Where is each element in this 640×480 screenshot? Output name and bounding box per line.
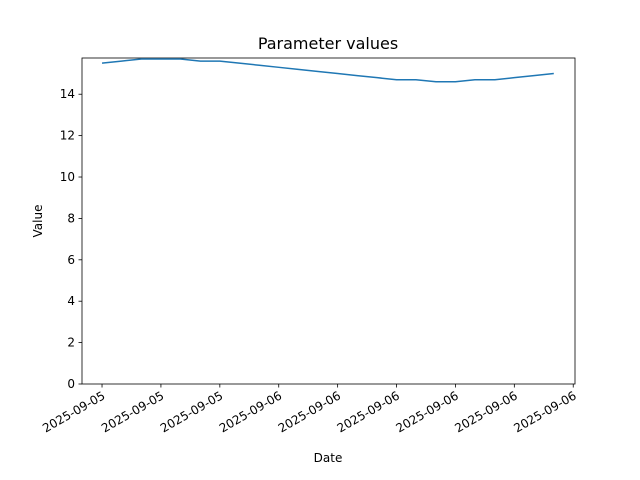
x-tick-label: 2025-09-05	[99, 388, 166, 435]
x-tick-label: 2025-09-06	[276, 388, 343, 435]
plot-frame	[81, 57, 576, 385]
y-tick-label: 14	[60, 87, 75, 101]
y-tick-label: 0	[67, 377, 75, 391]
y-tick-label: 12	[60, 129, 75, 143]
x-tick-label: 2025-09-06	[452, 388, 519, 435]
y-tick-label: 8	[67, 211, 75, 225]
x-tick-label: 2025-09-06	[394, 388, 461, 435]
chart-title: Parameter values	[258, 34, 398, 53]
x-tick-label: 2025-09-05	[158, 388, 225, 435]
x-tick-label: 2025-09-06	[511, 388, 578, 435]
x-tick-label: 2025-09-05	[40, 388, 107, 435]
y-axis-label: Value	[31, 205, 45, 238]
y-tick-label: 6	[67, 253, 75, 267]
y-tick-label: 2	[67, 336, 75, 350]
x-tick-label: 2025-09-06	[217, 388, 284, 435]
data-line	[101, 58, 554, 83]
y-tick-label: 10	[60, 170, 75, 184]
x-axis-label: Date	[314, 451, 343, 465]
y-tick-label: 4	[67, 294, 75, 308]
x-tick-label: 2025-09-06	[335, 388, 402, 435]
